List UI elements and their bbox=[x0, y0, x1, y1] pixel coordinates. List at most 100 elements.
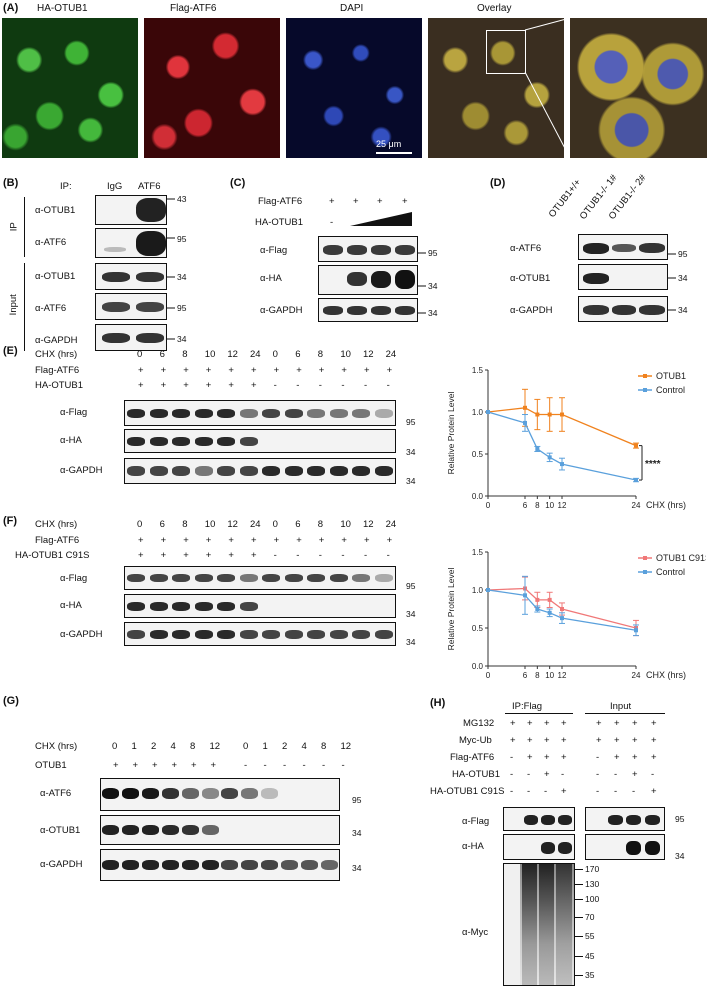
panel-c-label: (C) bbox=[230, 177, 246, 189]
band bbox=[217, 574, 236, 582]
h-sign: + bbox=[510, 735, 516, 746]
blot-b-in-gapdh bbox=[95, 324, 167, 351]
c-row-label: α-Flag bbox=[260, 245, 288, 256]
x-axis-label: CHX (hrs) bbox=[646, 670, 686, 680]
h-sign: - bbox=[527, 786, 531, 797]
band bbox=[329, 409, 348, 418]
title-overlay: Overlay bbox=[477, 3, 512, 14]
b-row-label: α-OTUB1 bbox=[35, 271, 76, 282]
g-otub1-sign: - bbox=[341, 760, 345, 771]
e-flag-sign: + bbox=[273, 365, 280, 376]
h-sign: + bbox=[632, 718, 638, 729]
g-marker: 34 bbox=[352, 828, 362, 838]
d-row-label: α-OTUB1 bbox=[510, 273, 551, 284]
h-sign: - bbox=[614, 769, 618, 780]
e-time-label: 8 bbox=[317, 349, 324, 360]
e-marker: 95 bbox=[406, 417, 416, 427]
h-sign: + bbox=[596, 735, 602, 746]
data-point bbox=[535, 446, 540, 451]
f-time-label: 12 bbox=[363, 519, 374, 530]
band bbox=[217, 466, 236, 476]
e-flag-sign: + bbox=[296, 365, 302, 376]
g-time-label: 0 bbox=[112, 741, 118, 752]
f-row-label: α-Flag bbox=[60, 573, 88, 584]
band bbox=[280, 860, 298, 870]
data-point bbox=[523, 405, 527, 410]
micrograph-blue: 25 μm bbox=[286, 18, 422, 158]
f-ha-sign: - bbox=[341, 550, 345, 561]
band bbox=[217, 437, 236, 446]
series-line bbox=[487, 587, 637, 629]
band bbox=[149, 466, 168, 476]
y-axis-label: Relative Protein Level bbox=[446, 392, 456, 475]
h-sign: - bbox=[527, 769, 531, 780]
ip-header: IP: bbox=[60, 181, 72, 192]
band bbox=[307, 466, 326, 476]
h-input-header: Input bbox=[610, 701, 632, 712]
y-tick-label: 1.0 bbox=[472, 408, 484, 417]
h-sign: + bbox=[544, 735, 550, 746]
e-time-label: 12 bbox=[227, 349, 238, 360]
e-flag-sign: + bbox=[160, 365, 167, 376]
legend-marker bbox=[643, 374, 647, 378]
f-ha-sign: - bbox=[318, 550, 322, 561]
f-ha-sign: + bbox=[138, 550, 144, 561]
band bbox=[221, 788, 239, 799]
e-ha-sign: - bbox=[386, 380, 390, 391]
y-tick-label: 0.5 bbox=[472, 624, 484, 633]
data-point bbox=[547, 412, 552, 417]
g-time-label: 2 bbox=[151, 741, 157, 752]
blot-g-gapdh bbox=[100, 849, 340, 881]
e-row-label: α-Flag bbox=[60, 407, 88, 418]
h-sign: + bbox=[614, 718, 620, 729]
f-time-label: 6 bbox=[295, 519, 301, 530]
b-row-label: α-ATF6 bbox=[35, 237, 67, 248]
micrograph-red bbox=[144, 18, 280, 158]
band bbox=[172, 437, 191, 446]
g-otub1-sign: - bbox=[302, 760, 306, 771]
e-time-label: 6 bbox=[295, 349, 301, 360]
x-tick-label: 10 bbox=[545, 671, 554, 680]
data-point bbox=[486, 588, 490, 592]
band bbox=[329, 630, 348, 639]
g-otub1-sign: + bbox=[132, 760, 139, 771]
band bbox=[127, 409, 146, 418]
g-row-label: α-GAPDH bbox=[40, 859, 83, 870]
band bbox=[329, 574, 348, 582]
f-ha-sign: - bbox=[386, 550, 390, 561]
x-axis-label: CHX (hrs) bbox=[646, 500, 686, 510]
band bbox=[217, 409, 236, 418]
g-otub1-sign: + bbox=[113, 760, 119, 771]
g-row-label: α-ATF6 bbox=[40, 788, 72, 799]
h-myc-marker: 100 bbox=[585, 894, 600, 904]
data-point bbox=[486, 410, 490, 414]
blot-h-ip-flag bbox=[503, 807, 575, 831]
h-sign: + bbox=[544, 752, 550, 763]
d-marker: 95 bbox=[678, 249, 688, 259]
e-ha-sign: - bbox=[296, 380, 300, 391]
g-otub1-sign: - bbox=[322, 760, 326, 771]
blot-g-atf6 bbox=[100, 778, 340, 811]
chart-e: 0.0 0.5 1.0 1.5 0 6 8 10 12 24 CHX (hrs) Relative P… bbox=[446, 366, 686, 510]
e-time-label: 6 bbox=[159, 349, 165, 360]
data-point bbox=[560, 412, 564, 417]
panel-b-label: (B) bbox=[3, 177, 19, 189]
band bbox=[149, 602, 168, 611]
g-time-label: 8 bbox=[321, 741, 327, 752]
g-time-label: 12 bbox=[209, 741, 221, 752]
h-cond-label: MG132 bbox=[463, 718, 495, 729]
data-point bbox=[547, 610, 552, 615]
g-otub1-sign: + bbox=[191, 760, 197, 771]
h-ipflag-underline bbox=[505, 713, 573, 714]
f-time-label: 0 bbox=[272, 519, 278, 530]
band bbox=[181, 788, 199, 799]
f-flag-sign: + bbox=[183, 535, 189, 546]
h-cond-label: Flag-ATF6 bbox=[450, 752, 495, 763]
f-row-label: α-HA bbox=[60, 600, 82, 611]
data-point bbox=[523, 420, 527, 425]
f-flag-sign: + bbox=[205, 535, 212, 546]
h-row-label: α-Flag bbox=[462, 816, 490, 827]
band bbox=[262, 466, 281, 476]
g-otub1-sign: + bbox=[210, 760, 217, 771]
g-row-label: α-OTUB1 bbox=[40, 825, 81, 836]
